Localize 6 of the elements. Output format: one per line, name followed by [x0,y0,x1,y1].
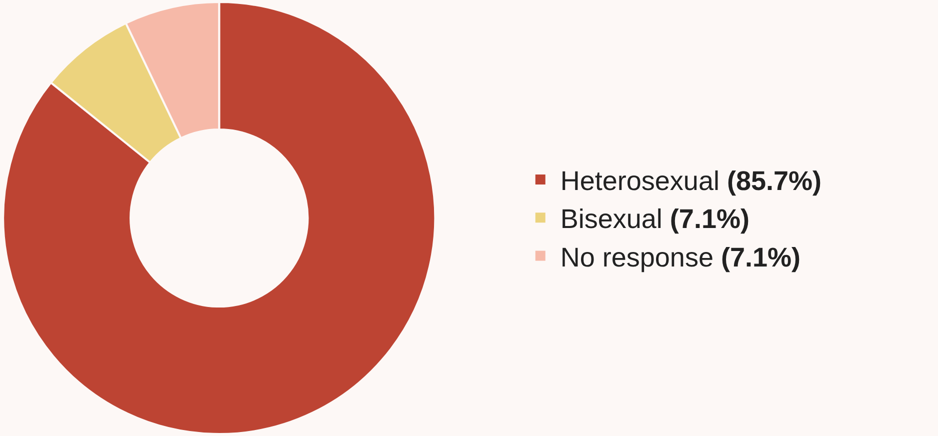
data-label: (7.1%) [720,242,800,272]
data-label: (85.7%) [726,166,822,196]
legend-label: No response [560,242,714,272]
legend-label: Bisexual [560,204,662,234]
data-label: (7.1%) [670,204,750,234]
legend-label: Heterosexual [560,166,720,196]
